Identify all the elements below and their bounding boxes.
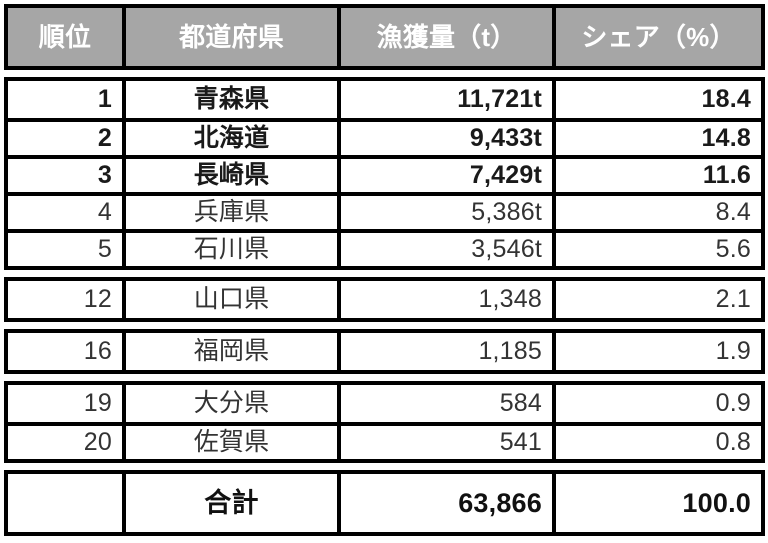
cell-prefecture: 福岡県 (122, 333, 337, 370)
cell-share: 11.6 (552, 159, 761, 192)
cell-catch: 11,721t (337, 81, 552, 118)
column-header-rank: 順位 (38, 22, 92, 52)
cell-rank: 20 (83, 428, 112, 456)
header-row: 順位 都道府県 漁獲量（t） シェア（%） (8, 8, 761, 66)
cell-catch: 1,348 (337, 281, 552, 318)
total-cell-label: 合計 (122, 474, 337, 532)
cell-rank: 12 (83, 285, 112, 313)
cell-rank: 16 (83, 337, 112, 365)
cell-catch: 541 (337, 426, 552, 459)
cell-rank: 5 (97, 235, 112, 263)
cell-share: 18.4 (552, 81, 761, 118)
total-cell-share: 100.0 (552, 474, 761, 532)
cell-catch: 5,386t (337, 196, 552, 229)
cell-prefecture: 北海道 (122, 122, 337, 155)
total-row-group: 合計 63,866 100.0 (4, 470, 765, 536)
table-row: 1 青森県 11,721t 18.4 (8, 81, 761, 118)
cell-share: 0.8 (552, 426, 761, 459)
row-group-rank16: 16 福岡県 1,185 1.9 (4, 329, 765, 374)
cell-rank: 2 (97, 124, 112, 152)
cell-rank: 19 (83, 389, 112, 417)
column-header-share: シェア（%） (552, 8, 761, 66)
cell-share: 1.9 (552, 333, 761, 370)
table-row: 4 兵庫県 5,386t 8.4 (8, 192, 761, 229)
cell-rank: 1 (97, 85, 112, 113)
row-group-rank12: 12 山口県 1,348 2.1 (4, 277, 765, 322)
table-row: 19 大分県 584 0.9 (8, 385, 761, 422)
cell-prefecture: 青森県 (122, 81, 337, 118)
table-row: 20 佐賀県 541 0.8 (8, 422, 761, 459)
table-row: 5 石川県 3,546t 5.6 (8, 229, 761, 266)
table-row: 2 北海道 9,433t 14.8 (8, 118, 761, 155)
cell-catch: 1,185 (337, 333, 552, 370)
cell-share: 0.9 (552, 385, 761, 422)
table-row: 16 福岡県 1,185 1.9 (8, 333, 761, 370)
cell-catch: 9,433t (337, 122, 552, 155)
cell-catch: 584 (337, 385, 552, 422)
cell-share: 14.8 (552, 122, 761, 155)
cell-catch: 3,546t (337, 233, 552, 266)
cell-share: 8.4 (552, 196, 761, 229)
cell-share: 5.6 (552, 233, 761, 266)
cell-rank: 4 (97, 198, 112, 226)
total-cell-rank (8, 474, 122, 532)
row-group-rank19-20: 19 大分県 584 0.9 20 佐賀県 541 0.8 (4, 381, 765, 463)
cell-prefecture: 佐賀県 (122, 426, 337, 459)
cell-prefecture: 大分県 (122, 385, 337, 422)
cell-prefecture: 兵庫県 (122, 196, 337, 229)
table-header: 順位 都道府県 漁獲量（t） シェア（%） (4, 4, 765, 70)
cell-catch: 7,429t (337, 159, 552, 192)
cell-prefecture: 長崎県 (122, 159, 337, 192)
cell-prefecture: 石川県 (122, 233, 337, 266)
column-header-prefecture: 都道府県 (122, 8, 337, 66)
total-cell-catch: 63,866 (337, 474, 552, 532)
column-header-catch: 漁獲量（t） (337, 8, 552, 66)
cell-rank: 3 (97, 161, 112, 189)
row-group-top5: 1 青森県 11,721t 18.4 2 北海道 9,433t 14.8 3 長… (4, 77, 765, 270)
table-row: 12 山口県 1,348 2.1 (8, 281, 761, 318)
cell-prefecture: 山口県 (122, 281, 337, 318)
total-row: 合計 63,866 100.0 (8, 474, 761, 532)
table-row: 3 長崎県 7,429t 11.6 (8, 155, 761, 192)
cell-share: 2.1 (552, 281, 761, 318)
